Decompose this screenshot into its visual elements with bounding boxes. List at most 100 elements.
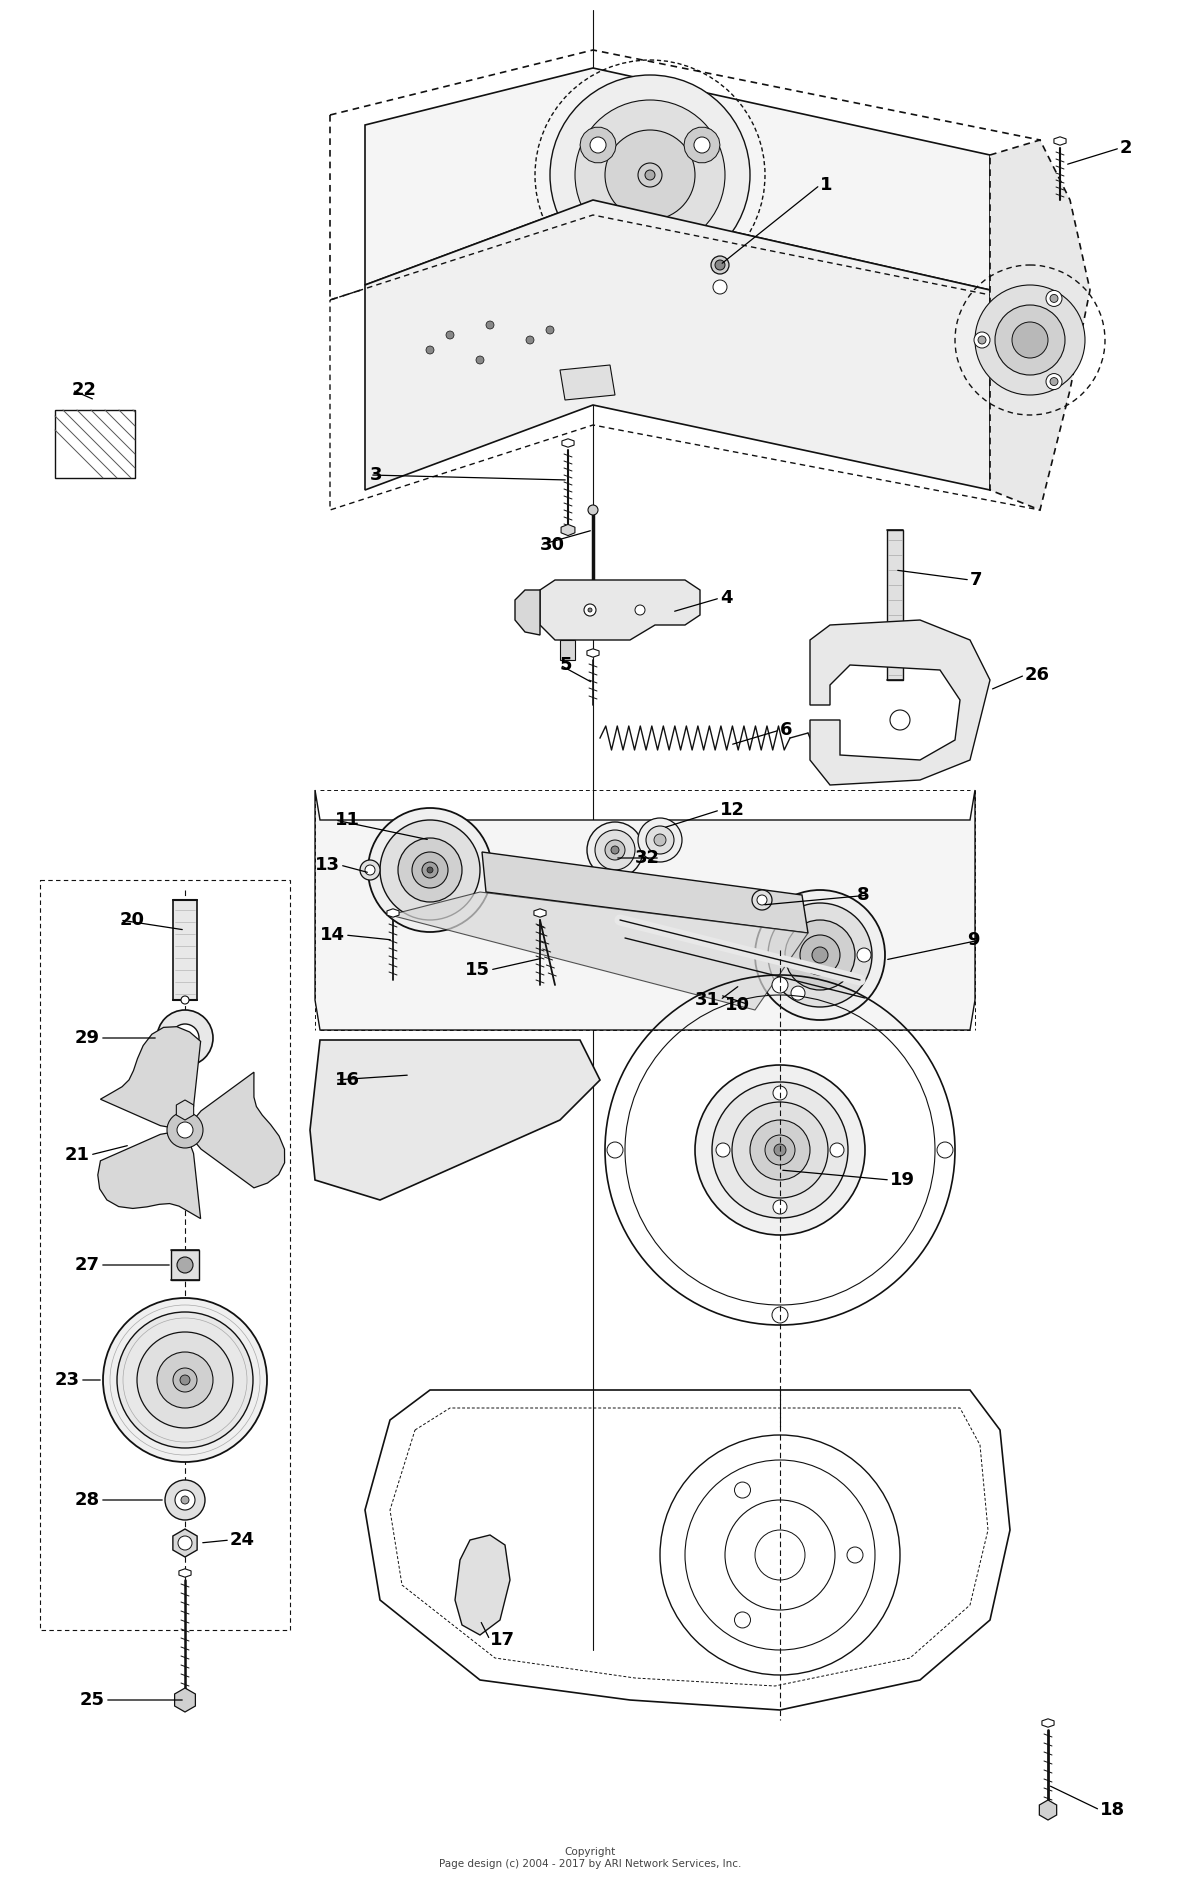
Circle shape [713,280,727,293]
Circle shape [550,76,750,274]
Circle shape [607,1141,623,1159]
Circle shape [1050,377,1058,386]
Polygon shape [173,1530,197,1558]
Text: 20: 20 [120,911,145,929]
Circle shape [712,256,729,274]
Circle shape [595,829,635,871]
Circle shape [575,100,725,250]
Circle shape [774,1143,786,1157]
Circle shape [890,710,910,731]
Polygon shape [310,1039,599,1200]
Text: 24: 24 [230,1531,255,1548]
Polygon shape [365,201,990,490]
Circle shape [978,335,986,345]
Circle shape [157,1352,214,1408]
Circle shape [772,1306,788,1323]
Text: 16: 16 [335,1071,360,1088]
Circle shape [645,170,655,180]
Circle shape [716,1143,730,1157]
Circle shape [830,1143,844,1157]
Circle shape [412,852,448,888]
Circle shape [1050,295,1058,303]
Circle shape [772,977,788,994]
Circle shape [181,1495,189,1505]
Text: 12: 12 [720,801,745,820]
Circle shape [137,1333,232,1427]
Circle shape [773,1200,787,1213]
Text: 28: 28 [74,1492,100,1509]
Polygon shape [990,140,1090,509]
Text: 8: 8 [858,886,870,905]
Polygon shape [581,127,616,163]
Circle shape [937,1141,953,1159]
Circle shape [368,808,492,931]
Circle shape [791,986,805,1000]
Circle shape [422,861,438,878]
Circle shape [486,322,494,329]
Text: 31: 31 [695,992,720,1009]
Circle shape [588,505,598,515]
Bar [171,1249,199,1280]
Bar [173,899,197,1000]
Polygon shape [481,852,808,933]
Circle shape [695,1066,865,1234]
Text: 27: 27 [76,1255,100,1274]
Text: 7: 7 [970,572,983,589]
Polygon shape [540,579,700,640]
Circle shape [178,1535,192,1550]
Circle shape [171,1024,199,1053]
Text: 25: 25 [80,1690,105,1709]
Polygon shape [1040,1800,1056,1819]
Polygon shape [560,365,615,399]
Text: 9: 9 [968,931,981,948]
Text: 32: 32 [635,848,660,867]
Polygon shape [175,1689,196,1711]
Circle shape [974,331,990,348]
Polygon shape [586,649,599,657]
Text: 29: 29 [76,1030,100,1047]
Circle shape [179,1032,191,1045]
Circle shape [365,865,375,875]
Polygon shape [100,1026,201,1130]
Circle shape [1012,322,1048,358]
Circle shape [181,996,189,1003]
Text: 23: 23 [55,1371,80,1389]
Circle shape [1045,290,1062,307]
Circle shape [398,839,463,901]
Polygon shape [176,1100,194,1121]
Text: 15: 15 [465,962,490,979]
Circle shape [526,335,535,345]
Circle shape [715,259,725,271]
Text: 19: 19 [890,1172,914,1189]
Circle shape [586,822,643,878]
Circle shape [103,1299,267,1461]
Circle shape [117,1312,253,1448]
Text: 30: 30 [540,536,565,555]
Polygon shape [562,439,573,447]
Circle shape [755,890,885,1020]
Polygon shape [514,591,540,634]
Polygon shape [391,892,808,1011]
Circle shape [857,948,871,962]
Polygon shape [365,68,990,290]
Circle shape [380,820,480,920]
Circle shape [847,1547,863,1564]
Circle shape [605,131,695,220]
Circle shape [605,840,625,859]
Circle shape [645,825,674,854]
Text: 14: 14 [320,926,345,945]
Text: 11: 11 [335,810,360,829]
Polygon shape [179,1569,191,1577]
Bar [40,880,290,1630]
Circle shape [611,846,620,854]
Text: AriensPartsStream™: AriensPartsStream™ [518,912,662,928]
Polygon shape [98,1130,201,1219]
Circle shape [975,286,1084,396]
Polygon shape [387,909,399,918]
Text: 6: 6 [780,721,793,738]
Circle shape [446,331,454,339]
Circle shape [175,1490,195,1511]
Circle shape [173,1369,197,1391]
Polygon shape [1054,136,1066,146]
Polygon shape [809,621,990,786]
